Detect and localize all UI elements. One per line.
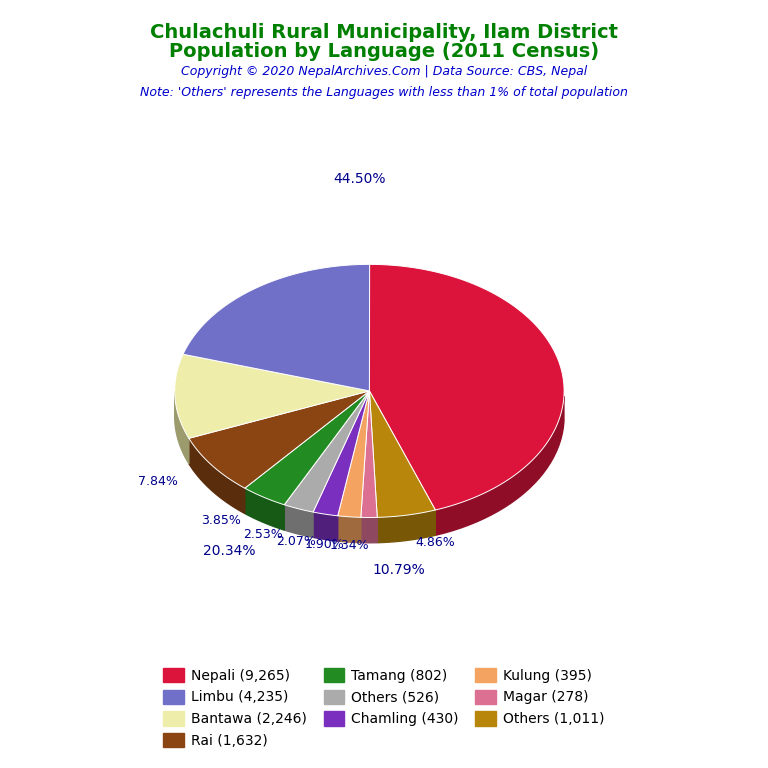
Legend: Nepali (9,265), Limbu (4,235), Bantawa (2,246), Rai (1,632), Tamang (802), Other: Nepali (9,265), Limbu (4,235), Bantawa (… — [157, 662, 611, 753]
Text: 3.85%: 3.85% — [200, 514, 240, 527]
Polygon shape — [361, 391, 377, 518]
Polygon shape — [245, 391, 369, 505]
Polygon shape — [284, 505, 313, 538]
Polygon shape — [284, 391, 369, 512]
Polygon shape — [174, 354, 369, 439]
Polygon shape — [245, 488, 284, 530]
Polygon shape — [369, 264, 564, 510]
Polygon shape — [174, 392, 189, 464]
Polygon shape — [369, 391, 435, 518]
Text: Chulachuli Rural Municipality, Ilam District: Chulachuli Rural Municipality, Ilam Dist… — [150, 23, 618, 42]
Polygon shape — [338, 516, 361, 543]
Polygon shape — [435, 396, 564, 535]
Text: 4.86%: 4.86% — [415, 536, 455, 549]
Polygon shape — [377, 510, 435, 543]
Polygon shape — [338, 391, 369, 518]
Text: 10.79%: 10.79% — [372, 563, 425, 577]
Text: Note: 'Others' represents the Languages with less than 1% of total population: Note: 'Others' represents the Languages … — [140, 86, 628, 99]
Polygon shape — [183, 264, 369, 391]
Text: 2.07%: 2.07% — [276, 535, 316, 548]
Polygon shape — [189, 391, 369, 488]
Polygon shape — [313, 512, 338, 541]
Polygon shape — [313, 391, 369, 516]
Text: 20.34%: 20.34% — [203, 544, 256, 558]
Text: 1.34%: 1.34% — [329, 539, 369, 552]
Polygon shape — [189, 439, 245, 514]
Text: 7.84%: 7.84% — [137, 475, 177, 488]
Text: Copyright © 2020 NepalArchives.Com | Data Source: CBS, Nepal: Copyright © 2020 NepalArchives.Com | Dat… — [181, 65, 587, 78]
Text: 1.90%: 1.90% — [305, 538, 345, 551]
Text: 44.50%: 44.50% — [333, 173, 386, 187]
Text: Population by Language (2011 Census): Population by Language (2011 Census) — [169, 42, 599, 61]
Text: 2.53%: 2.53% — [243, 528, 283, 541]
Polygon shape — [361, 518, 377, 543]
